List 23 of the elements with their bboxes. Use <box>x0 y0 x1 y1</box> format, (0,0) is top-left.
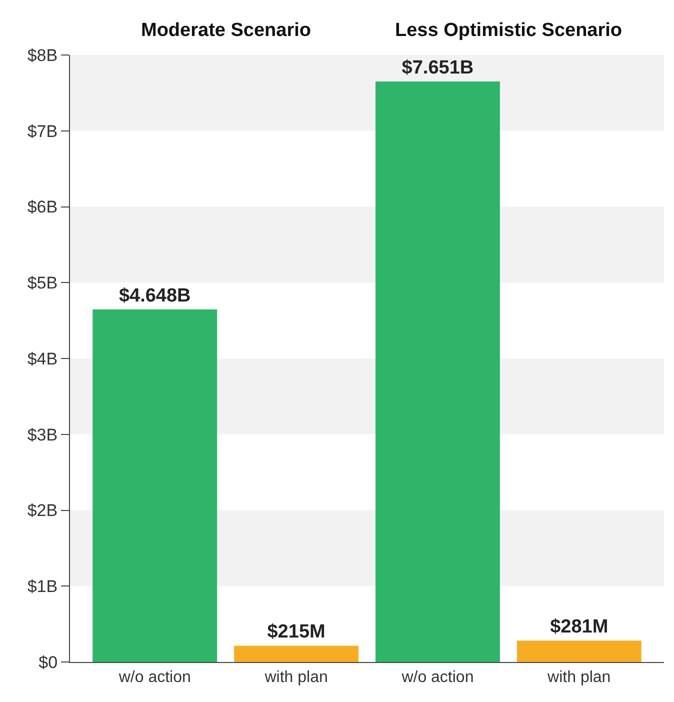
y-tick-label: $3B <box>27 425 58 444</box>
data-label: $4.648B <box>118 285 191 306</box>
bar <box>375 81 500 662</box>
y-tick-label: $6B <box>27 198 58 217</box>
x-tick-label: w/o action <box>400 669 474 686</box>
y-tick-label: $4B <box>27 349 58 368</box>
y-tick-label: $7B <box>27 122 58 141</box>
bar <box>516 640 642 662</box>
y-tick-label: $2B <box>27 501 58 520</box>
bar <box>234 646 359 662</box>
y-tick-label: $1B <box>27 577 58 596</box>
bar <box>92 309 218 662</box>
data-label: $281M <box>550 616 608 638</box>
data-label: $7.651B <box>402 57 474 78</box>
text: Less Optimistic Scenario <box>395 20 622 41</box>
y-tick-label: $8B <box>27 46 58 65</box>
x-tick-label: w/o action <box>118 669 191 686</box>
data-label: $215M <box>267 622 326 643</box>
x-tick-label: with plan <box>264 669 328 686</box>
x-tick-label: with plan <box>546 669 611 686</box>
y-tick-label: $5B <box>27 274 58 293</box>
text: Moderate Scenario <box>141 20 311 41</box>
y-tick-label: $0 <box>38 652 58 672</box>
